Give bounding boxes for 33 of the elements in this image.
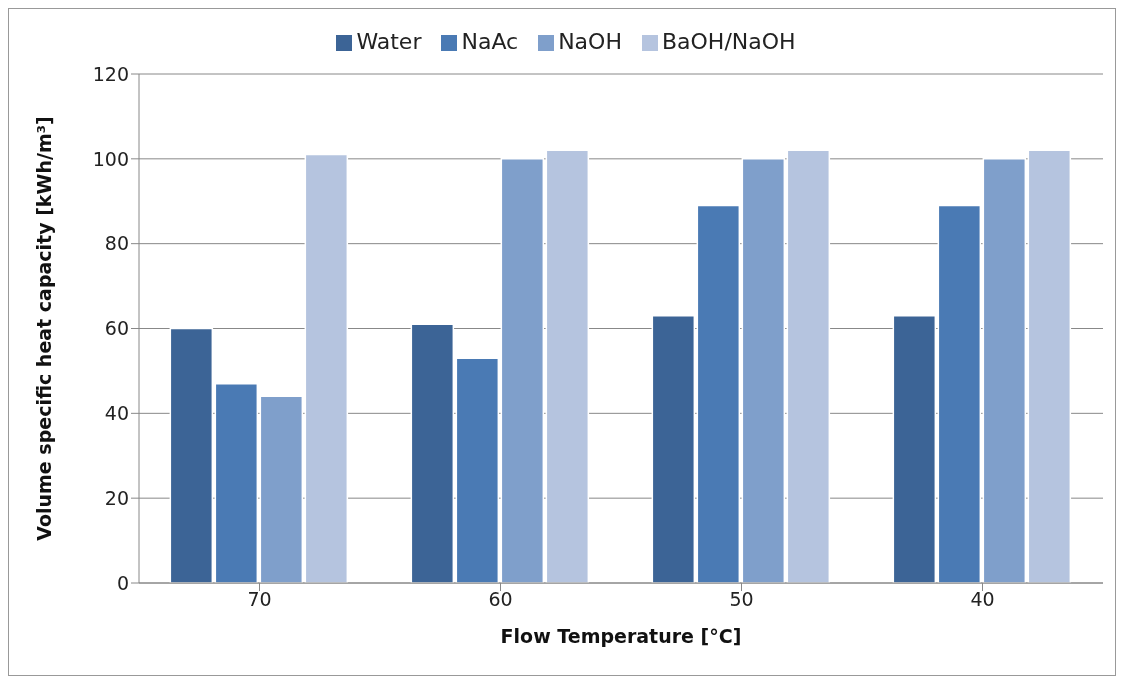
bar xyxy=(214,382,259,583)
y-tick-label: 60 xyxy=(104,317,129,340)
x-tick-label: 60 xyxy=(488,588,513,611)
legend-label: Water xyxy=(356,29,422,54)
x-tick-label: 40 xyxy=(970,588,995,611)
x-tick-label: 50 xyxy=(729,588,754,611)
y-tick-label: 0 xyxy=(116,571,129,594)
bar xyxy=(892,315,937,583)
legend-label: NaAc xyxy=(461,29,519,54)
bar xyxy=(1027,149,1072,583)
y-tick-label: 80 xyxy=(104,232,129,255)
bar xyxy=(455,357,500,583)
x-axis-title: Flow Temperature [°C] xyxy=(500,625,742,647)
legend-label: BaOH/NaOH xyxy=(661,29,796,54)
bar xyxy=(982,158,1027,583)
bar xyxy=(169,327,214,583)
legend-label: NaOH xyxy=(558,29,622,54)
y-tick-label: 100 xyxy=(92,147,129,170)
bar xyxy=(259,395,304,583)
y-tick-label: 40 xyxy=(104,402,129,425)
bar xyxy=(937,204,982,583)
bar xyxy=(304,153,349,583)
bar xyxy=(696,204,741,583)
bar xyxy=(786,149,831,583)
bar xyxy=(741,158,786,583)
bar xyxy=(651,315,696,583)
y-axis-title: Volume specific heat capacity [kWh/m³] xyxy=(32,116,55,541)
bar xyxy=(410,323,455,583)
y-tick-label: 120 xyxy=(92,62,129,85)
bar xyxy=(545,149,590,583)
x-tick-label: 70 xyxy=(247,588,272,611)
y-tick-label: 20 xyxy=(104,486,129,509)
bar xyxy=(500,158,545,583)
